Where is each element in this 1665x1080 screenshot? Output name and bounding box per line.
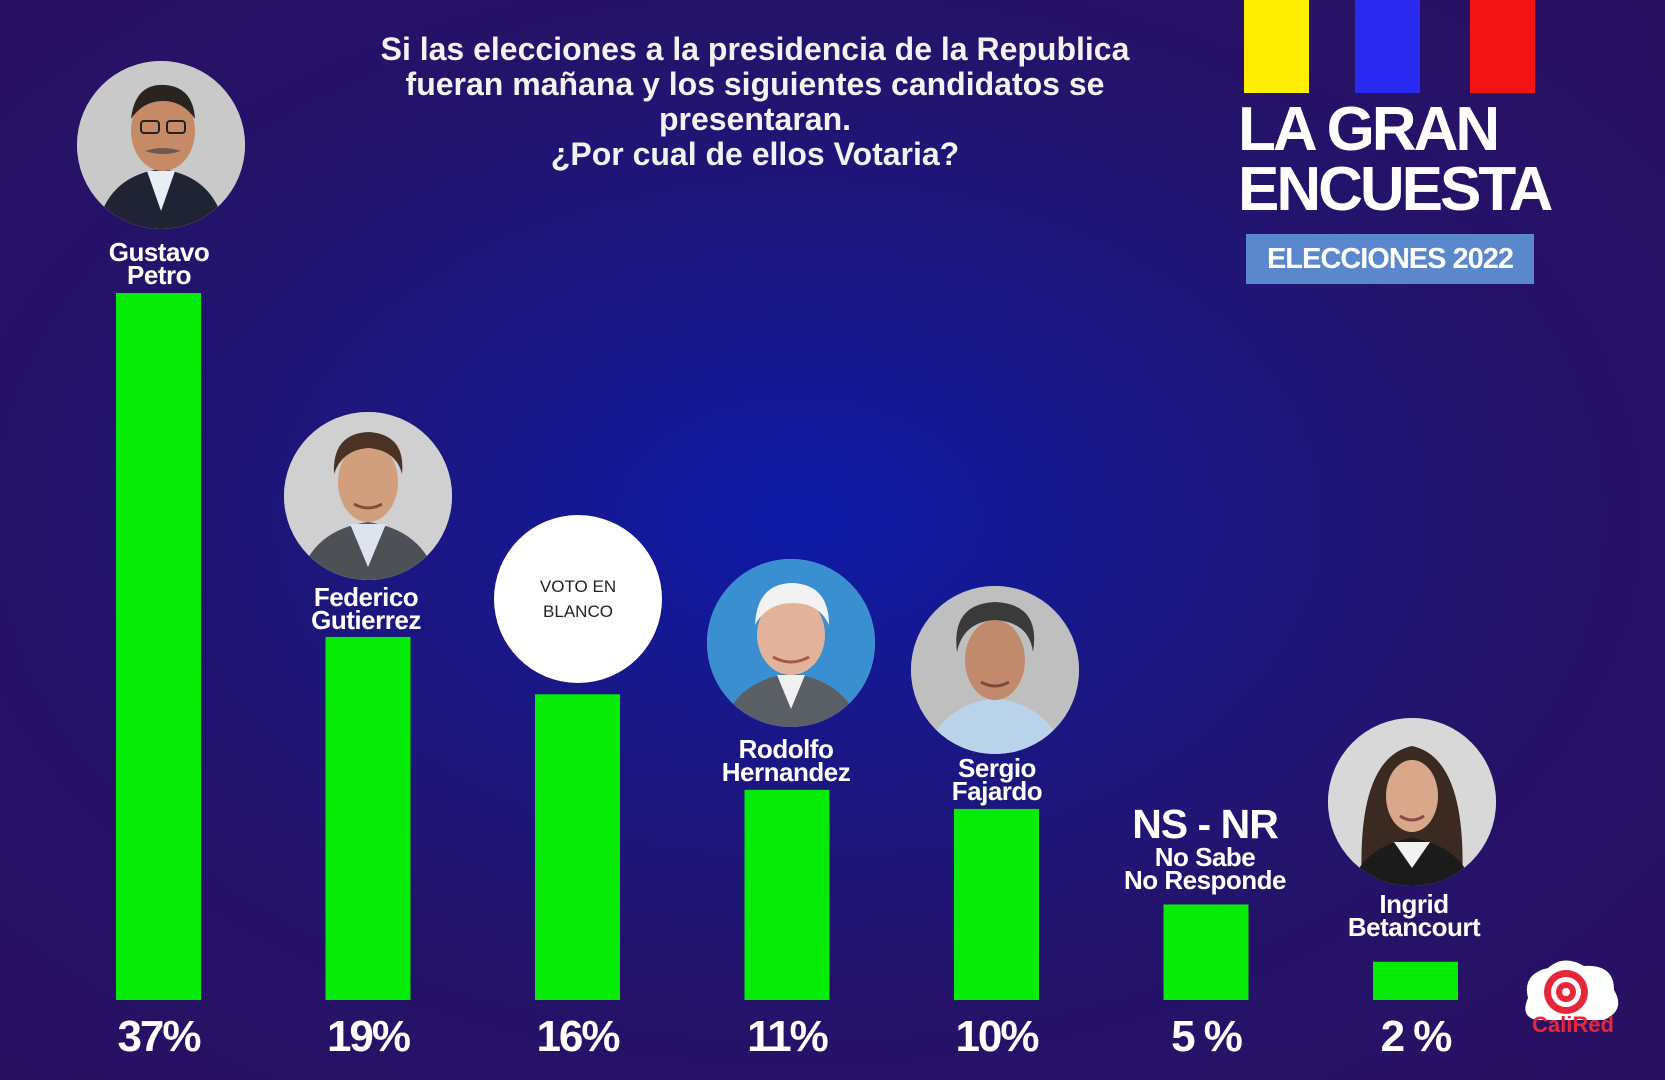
blank-vote-line: VOTO EN — [539, 577, 617, 596]
candidate-name-line: Sergio — [958, 753, 1036, 783]
value-label-gustavo-petro: 37% — [117, 1012, 200, 1061]
value-label-rodolfo-hernandez: 11% — [747, 1012, 828, 1061]
survey-question: Si las elecciones a la presidencia de la… — [330, 32, 1180, 172]
candidate-name-line: No Responde — [1123, 865, 1287, 895]
bar-rodolfo-hernandez — [744, 789, 830, 1000]
candidate-name-gustavo-petro: Gustavo Petro — [49, 237, 269, 290]
candidate-name-line: Betancourt — [1347, 912, 1481, 942]
calired-logo: CaliRed — [1525, 960, 1619, 1037]
candidate-name-line: Fajardo — [951, 776, 1043, 806]
brand-title: LA GRAN ENCUESTA — [1238, 95, 1553, 224]
question-line: fueran mañana y los siguientes candidato… — [405, 66, 1105, 102]
question-line: Si las elecciones a la presidencia de la… — [380, 31, 1130, 67]
bar-ns-nr — [1163, 904, 1249, 1000]
avatar-sergio-fajardo — [911, 586, 1079, 754]
candidate-name-line: Petro — [127, 260, 191, 290]
person-photo-icon — [707, 559, 875, 727]
avatar-federico-gutierrez — [284, 412, 452, 580]
candidate-name-line: Gutierrez — [311, 605, 421, 635]
person-photo-icon — [1328, 718, 1496, 886]
brand-title-line: LA GRAN — [1238, 95, 1500, 164]
value-label-ingrid-betancourt: 2 % — [1381, 1012, 1452, 1061]
value-label-federico-gutierrez: 19% — [327, 1012, 410, 1061]
ns-nr-title: NS - NR — [1132, 801, 1279, 847]
candidate-name-federico-gutierrez: Federico Gutierrez — [256, 582, 476, 635]
candidate-name-ns-nr: NS - NR No Sabe No Responde — [1095, 801, 1315, 895]
bar-federico-gutierrez — [325, 636, 411, 1000]
flag-bar-blue — [1355, 0, 1420, 93]
flag-bar-red — [1470, 0, 1535, 93]
candidate-name-line: Federico — [313, 582, 419, 612]
value-label-ns-nr: 5 % — [1171, 1012, 1242, 1061]
candidate-name-line: Hernandez — [721, 757, 851, 787]
avatar-gustavo-petro — [77, 61, 245, 229]
bar-sergio-fajardo — [954, 808, 1039, 1000]
candidate-name-line: Ingrid — [1379, 889, 1449, 919]
avatar-rodolfo-hernandez — [707, 559, 875, 727]
bar-gustavo-petro — [116, 293, 201, 1000]
blank-vote-line: BLANCO — [543, 602, 613, 621]
flag-bar-yellow — [1244, 0, 1309, 93]
person-photo-icon — [911, 586, 1079, 754]
value-label-sergio-fajardo: 10% — [955, 1012, 1038, 1061]
person-photo-icon — [77, 61, 245, 229]
candidate-name-sergio-fajardo: Sergio Fajardo — [887, 753, 1107, 806]
elections-badge: ELECCIONES 2022 — [1246, 234, 1534, 284]
person-photo-icon — [284, 412, 452, 580]
candidate-name-line: No Sabe — [1154, 842, 1256, 872]
candidate-name-line: Rodolfo — [738, 734, 834, 764]
candidate-name-ingrid-betancourt: Ingrid Betancourt — [1304, 889, 1524, 942]
candidate-name-line: Gustavo — [108, 237, 210, 267]
question-line: presentaran. — [658, 101, 852, 137]
colombia-flag-bars — [1244, 0, 1536, 93]
avatar-ingrid-betancourt — [1328, 718, 1496, 886]
bar-voto-en-blanco — [535, 694, 620, 1000]
logo-text: CaliRed — [1532, 1012, 1614, 1037]
value-label-voto-en-blanco: 16% — [536, 1012, 619, 1061]
bar-ingrid-betancourt — [1373, 961, 1458, 1000]
blank-vote-circle: VOTO EN BLANCO — [494, 515, 662, 683]
candidate-name-rodolfo-hernandez: Rodolfo Hernandez — [676, 734, 896, 787]
brand-title-line: ENCUESTA — [1238, 155, 1553, 224]
question-line: ¿Por cual de ellos Votaria? — [550, 136, 960, 172]
